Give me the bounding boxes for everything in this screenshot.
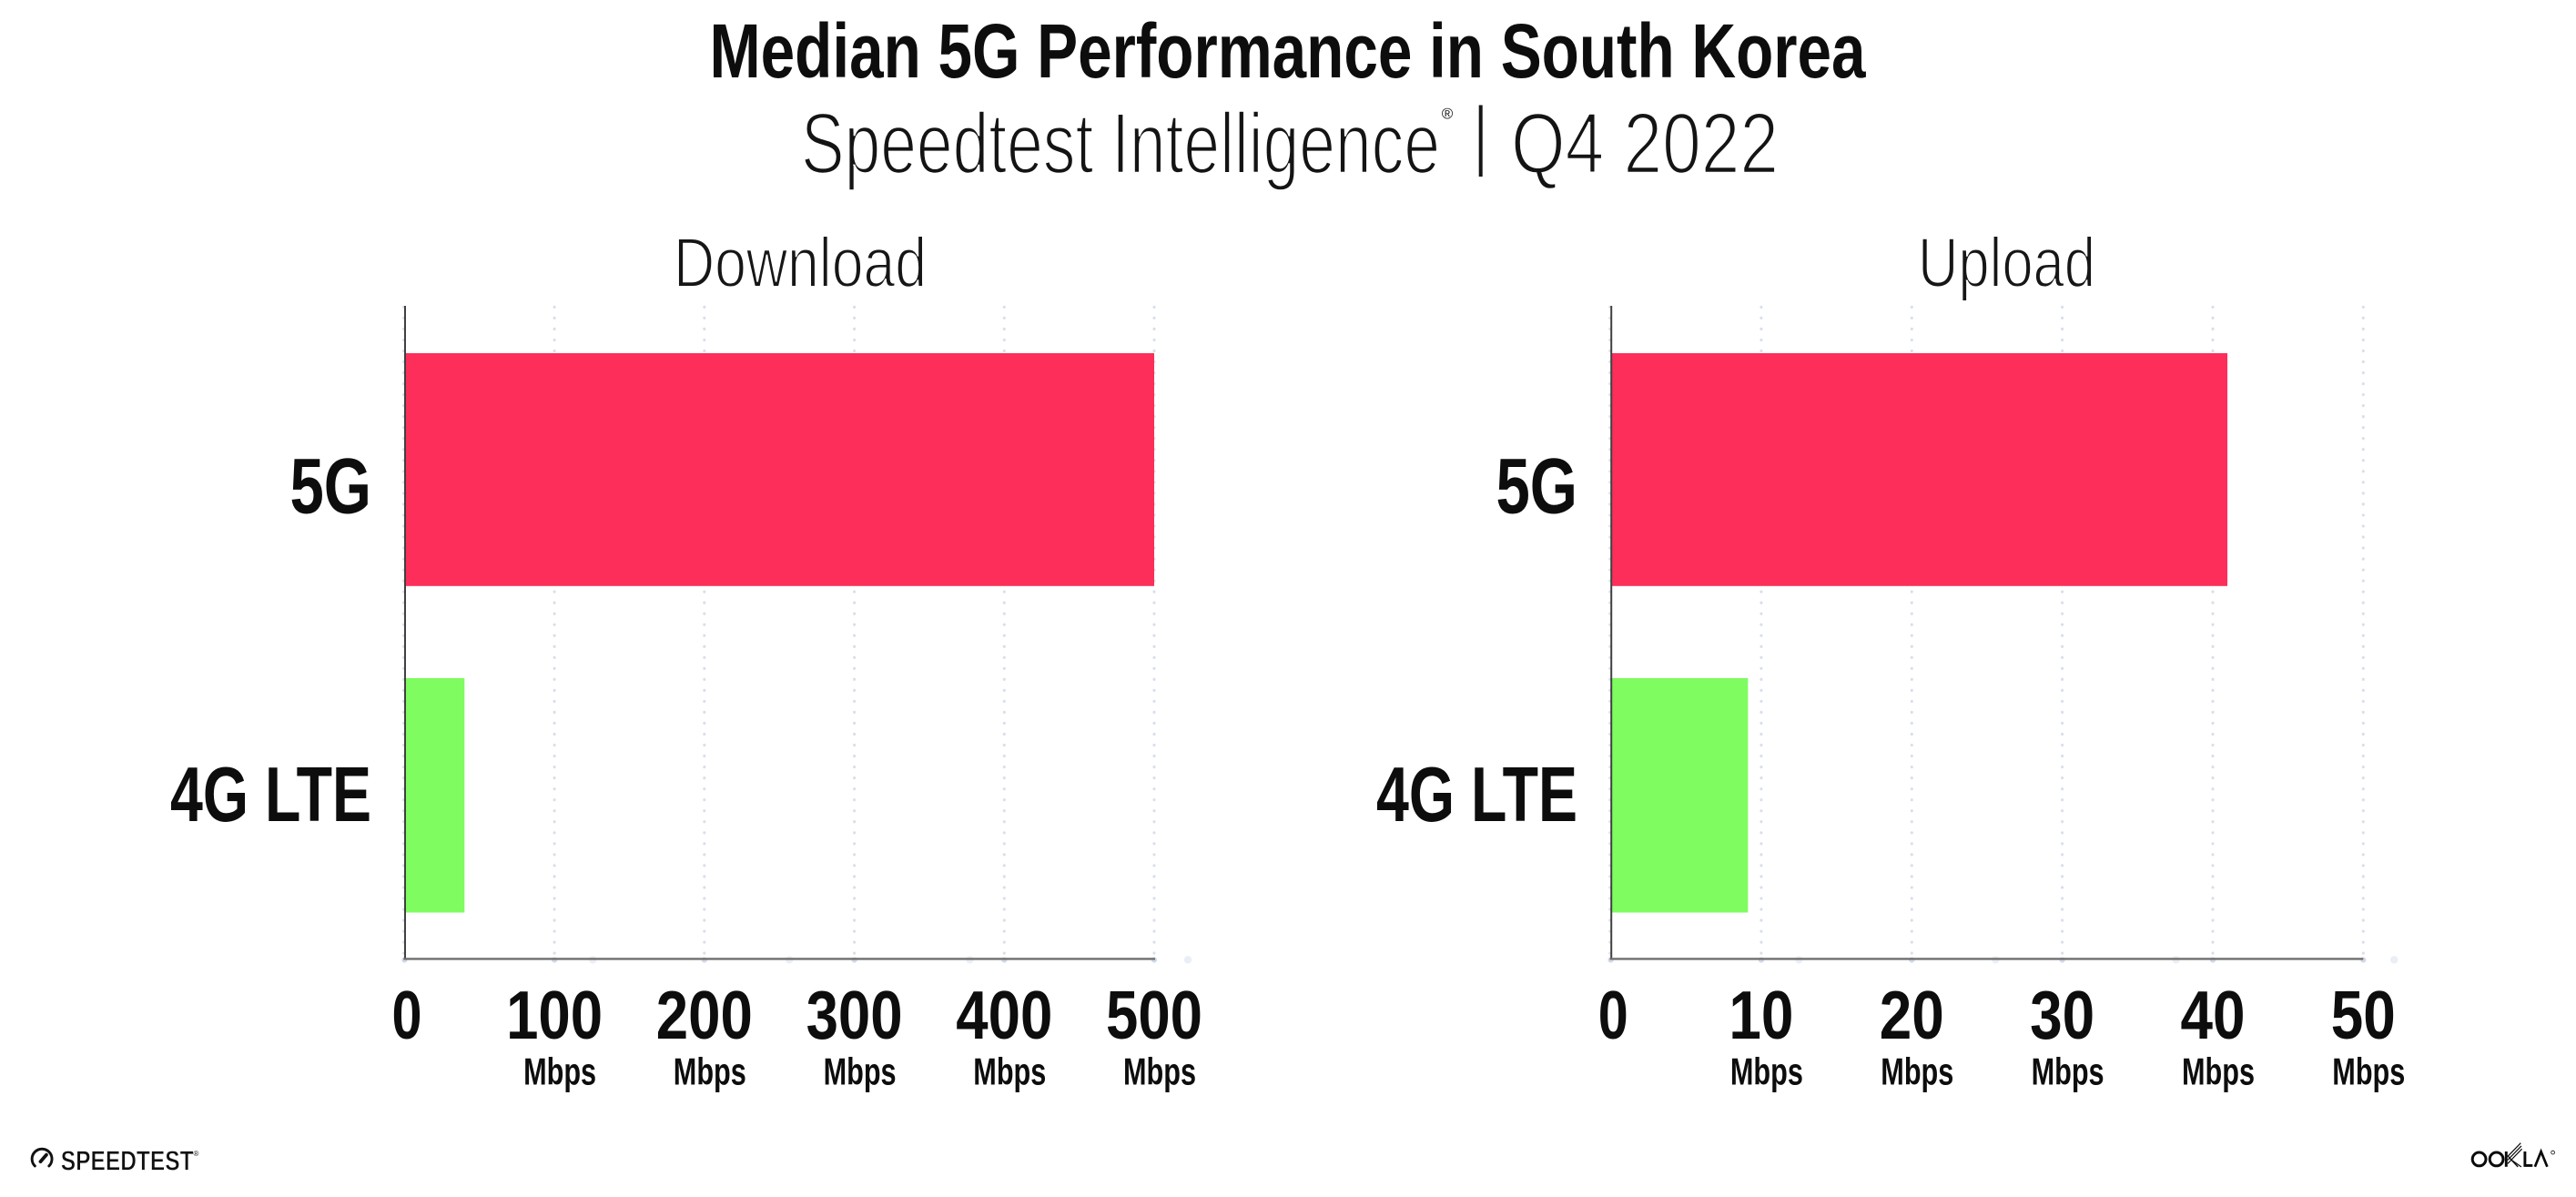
svg-text:®: ® [194, 1150, 199, 1158]
svg-text:Mbps: Mbps [973, 1050, 1046, 1093]
svg-text:0: 0 [1598, 977, 1628, 1053]
svg-text:500: 500 [1106, 977, 1202, 1053]
svg-text:4G LTE: 4G LTE [170, 752, 371, 838]
svg-text:Mbps: Mbps [2032, 1050, 2104, 1093]
svg-text:10: 10 [1729, 977, 1793, 1053]
svg-text:Mbps: Mbps [674, 1050, 746, 1093]
svg-text:Mbps: Mbps [824, 1050, 897, 1093]
svg-text:Speedtest Intelligence: Speedtest Intelligence [801, 96, 1440, 192]
svg-text:Median 5G Performance in South: Median 5G Performance in South Korea [710, 8, 1867, 94]
svg-text:Mbps: Mbps [1730, 1050, 1803, 1093]
svg-text:5G: 5G [290, 443, 372, 531]
svg-text:40: 40 [2181, 977, 2246, 1053]
svg-text:30: 30 [2030, 977, 2094, 1053]
svg-text:200: 200 [656, 977, 753, 1053]
svg-text:Mbps: Mbps [1123, 1050, 1196, 1093]
svg-text:300: 300 [806, 977, 903, 1053]
svg-text:0: 0 [392, 977, 422, 1053]
svg-text:Upload: Upload [1918, 224, 2095, 302]
svg-text:SPEEDTEST: SPEEDTEST [61, 1146, 194, 1177]
svg-text:Download: Download [674, 224, 927, 302]
svg-text:4G LTE: 4G LTE [1376, 752, 1577, 838]
svg-text:100: 100 [506, 977, 603, 1053]
svg-text:20: 20 [1880, 977, 1944, 1053]
svg-text:Mbps: Mbps [523, 1050, 596, 1093]
svg-text:Q4 2022: Q4 2022 [1511, 96, 1779, 192]
svg-text:50: 50 [2331, 977, 2396, 1053]
svg-text:Mbps: Mbps [2182, 1050, 2255, 1093]
svg-text:Mbps: Mbps [1881, 1050, 1953, 1093]
svg-text:400: 400 [956, 977, 1052, 1053]
svg-text:®: ® [1442, 106, 1454, 123]
svg-text:Mbps: Mbps [2332, 1050, 2405, 1093]
svg-text:5G: 5G [1496, 443, 1578, 531]
